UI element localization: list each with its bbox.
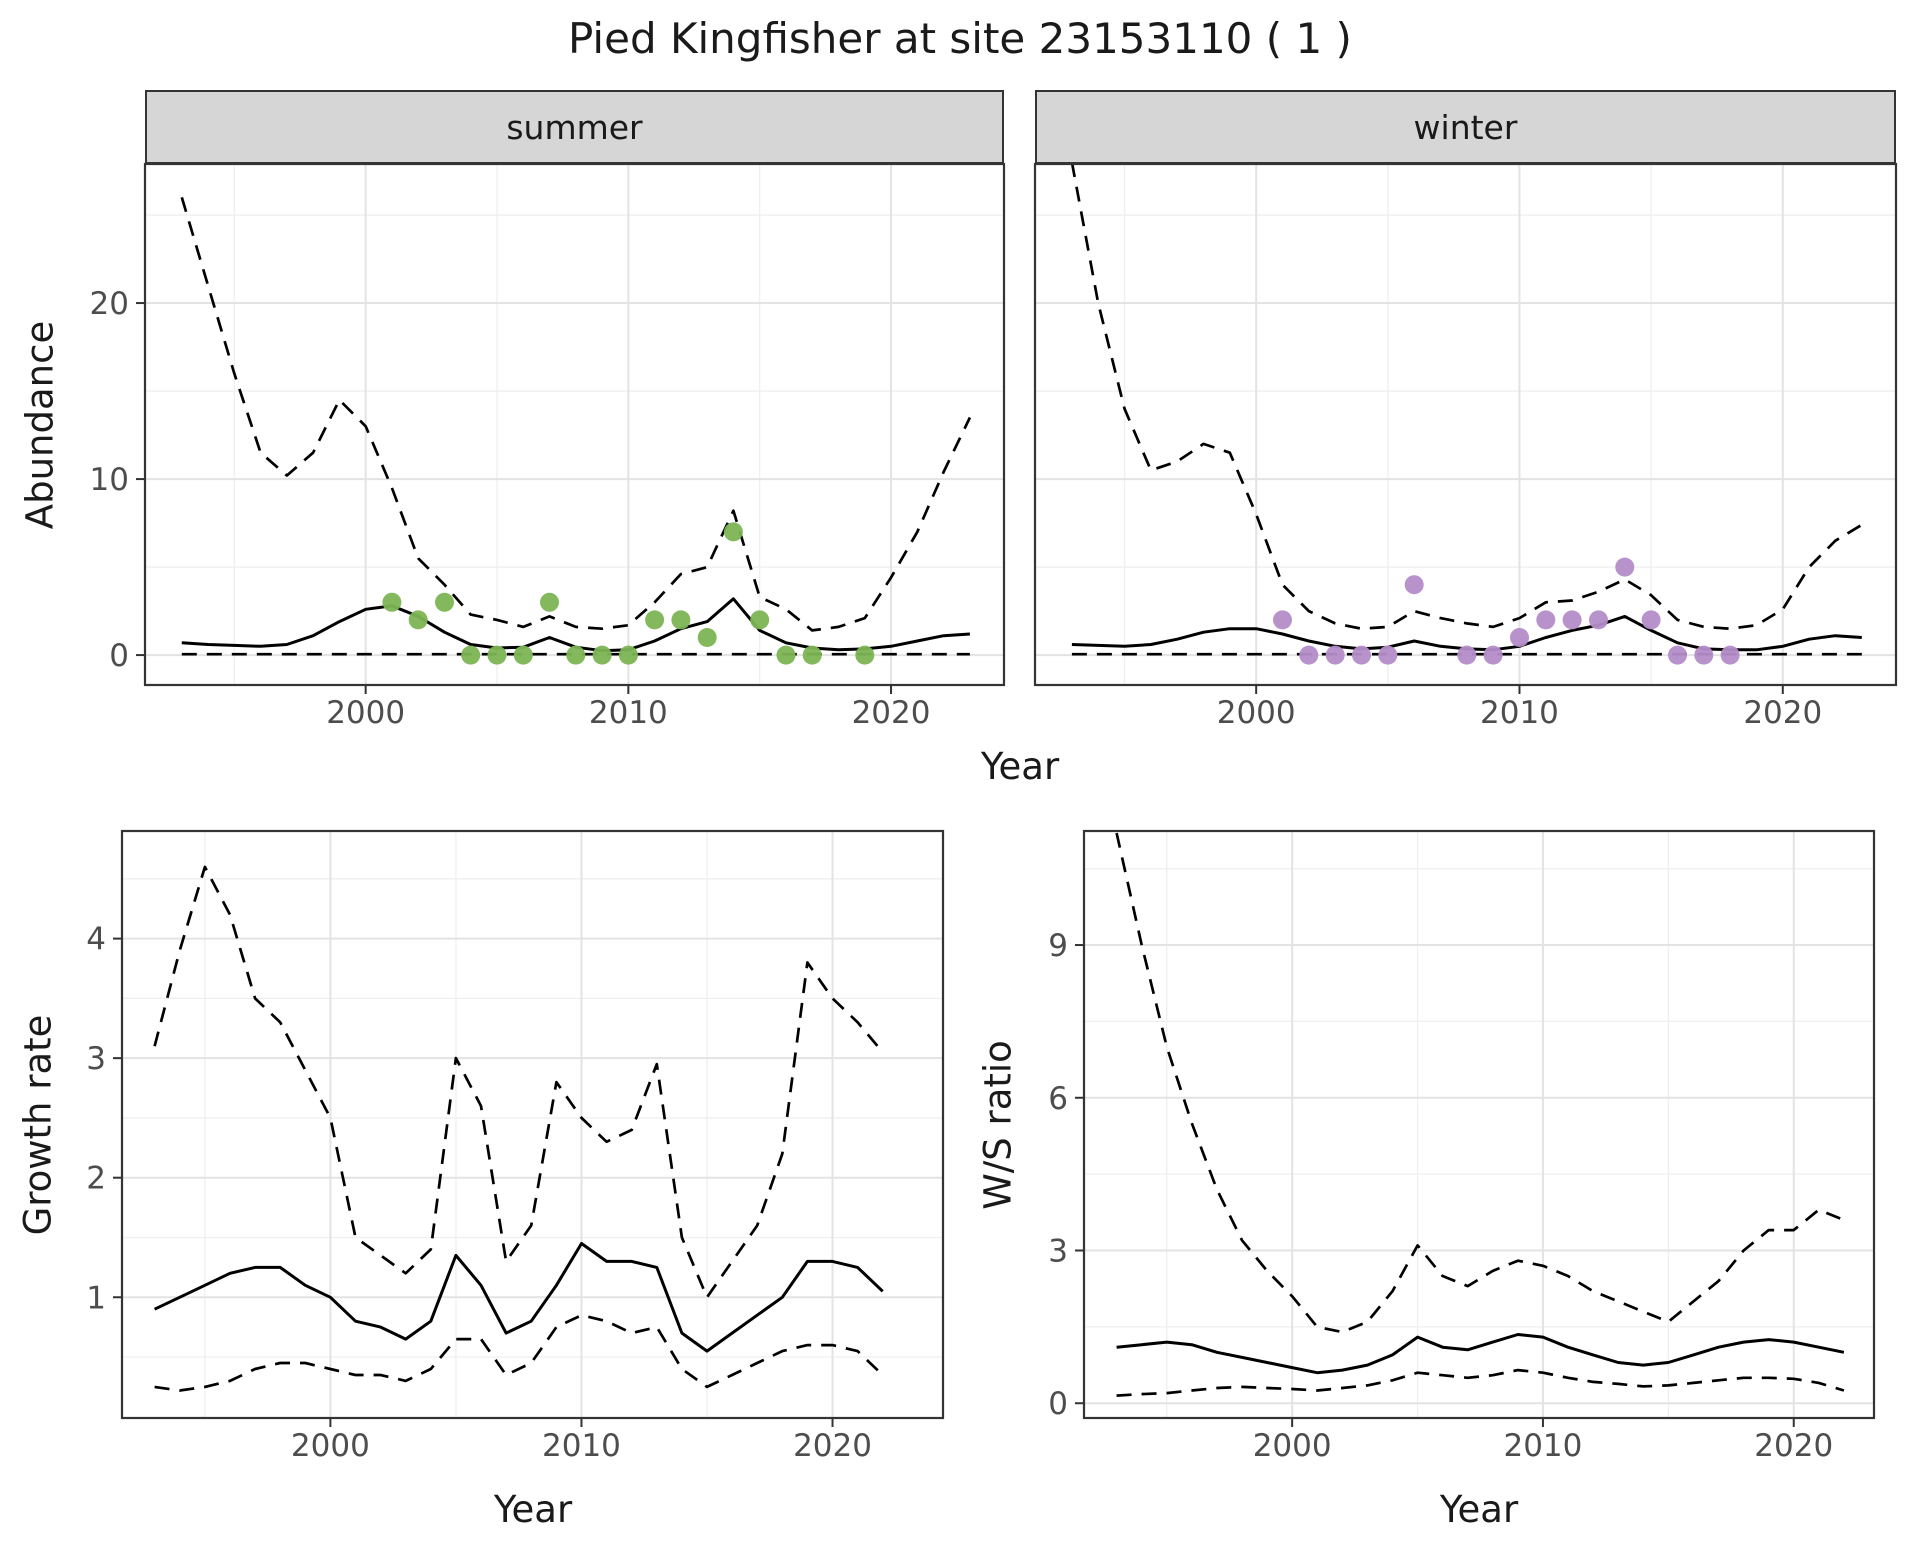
facet-strip-label: summer [506,107,643,147]
y-tick-label: 0 [109,638,129,674]
data-point [1668,645,1687,665]
data-point [671,610,691,630]
y-tick-label: 6 [1048,1081,1068,1117]
y-tick-label: 3 [1048,1234,1068,1270]
data-point [1615,557,1635,577]
x-tick-label: 2010 [542,1428,621,1464]
data-point [776,645,796,665]
y-axis-label-ws-ratio: W/S ratio [976,1040,1020,1210]
series-upper_95ci [153,865,884,1299]
data-point [1483,645,1503,665]
x-tick-label: 2020 [852,695,931,731]
data-point [1510,628,1529,647]
series-lower_95ci [154,1313,884,1392]
panel-abundance-summer: 2000 2010 2020 0 10 20 [90,162,1006,731]
data-point [513,645,533,665]
data-point [618,645,638,665]
data-point [1694,645,1714,665]
series-upper_95ci [180,197,972,632]
y-axis-label-growth-rate: Growth rate [16,1014,60,1236]
x-tick-label: 2010 [1480,695,1559,731]
data-point [697,628,717,647]
data-point [855,645,875,665]
series-upper_95ci [1070,164,1863,631]
data-point [1536,610,1556,630]
x-tick-label: 2000 [291,1428,370,1464]
x-tick-label: 2000 [1253,1428,1332,1464]
facet-strip-summer: summer [145,90,1004,164]
data-point [750,610,770,630]
data-point [540,592,559,612]
data-point [1273,610,1292,630]
data-point [435,592,454,612]
data-point [1720,645,1740,665]
x-tick-label: 2020 [1754,1428,1833,1464]
x-tick-label: 2020 [1743,695,1822,731]
series-mean_growth_rate [153,1242,884,1353]
panel-growth_rate: 2000 2010 2020 1 2 3 4 [86,829,945,1464]
y-tick-label: 3 [86,1041,106,1077]
facet-strip-winter: winter [1035,90,1896,164]
x-tick-label: 2000 [1217,695,1296,731]
data-point [1299,645,1319,665]
x-tick-label: 2010 [589,695,668,731]
data-point [1352,645,1371,665]
y-tick-label: 20 [90,286,129,322]
data-point [645,610,665,630]
data-point [1404,575,1424,595]
y-tick-label: 10 [90,462,129,498]
x-tick-label: 2010 [1503,1428,1582,1464]
y-tick-label: 9 [1048,928,1068,964]
data-point [1641,610,1661,630]
x-axis-label-growth-rate: Year [493,1488,573,1531]
x-tick-label: 2000 [326,695,405,731]
y-tick-label: 1 [86,1280,106,1316]
panel-abundance-winter: 2000 2010 2020 [1033,162,1898,731]
data-point [382,592,402,612]
data-point [1457,645,1477,665]
data-point [1325,645,1345,665]
facet-strip-label: winter [1413,107,1518,147]
data-point [592,645,612,665]
series-lower_95ci [1116,1368,1845,1397]
y-tick-label: 0 [1048,1386,1068,1422]
data-point [723,522,743,542]
data-point [487,645,507,665]
data-point [1562,610,1582,630]
y-axis-label-abundance: Abundance [18,320,62,530]
data-point [566,645,586,665]
chart-title: Pied Kingfisher at site 23153110 ( 1 ) [568,14,1352,63]
data-point [461,645,481,665]
x-tick-label: 2020 [793,1428,872,1464]
series-mean_ws_ratio [1116,1333,1845,1375]
y-tick-label: 2 [86,1161,106,1197]
x-axis-label-abundance: Year [980,745,1060,788]
panel-ws_ratio: 2000 2010 2020 0 3 6 9 [1048,829,1876,1464]
data-point [802,645,822,665]
data-point [408,610,428,630]
y-tick-label: 4 [86,922,106,958]
data-point [1378,645,1398,665]
data-point [1589,610,1608,630]
x-axis-label-ws-ratio: Year [1439,1488,1519,1531]
